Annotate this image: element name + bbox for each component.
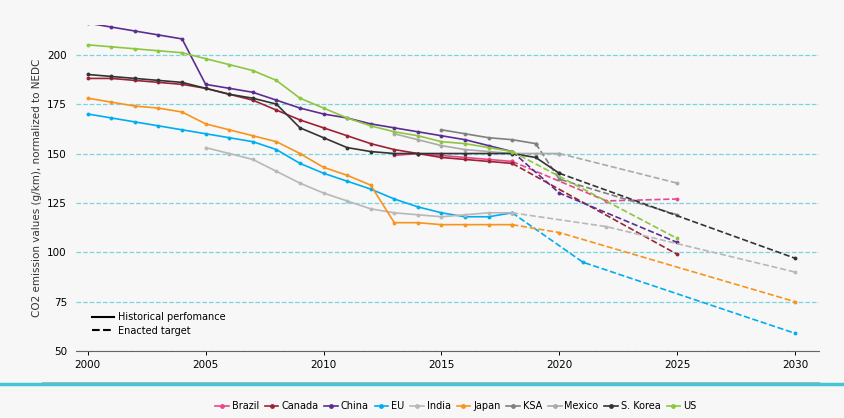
Legend: Brazil, Canada, China, EU, India, Japan, KSA, Mexico, S. Korea, US: Brazil, Canada, China, EU, India, Japan,… — [215, 401, 696, 411]
Y-axis label: CO2 emission values (g/km), normalized to NEDC: CO2 emission values (g/km), normalized t… — [31, 59, 41, 317]
Legend: Historical perfomance, Enacted target: Historical perfomance, Enacted target — [89, 308, 230, 340]
